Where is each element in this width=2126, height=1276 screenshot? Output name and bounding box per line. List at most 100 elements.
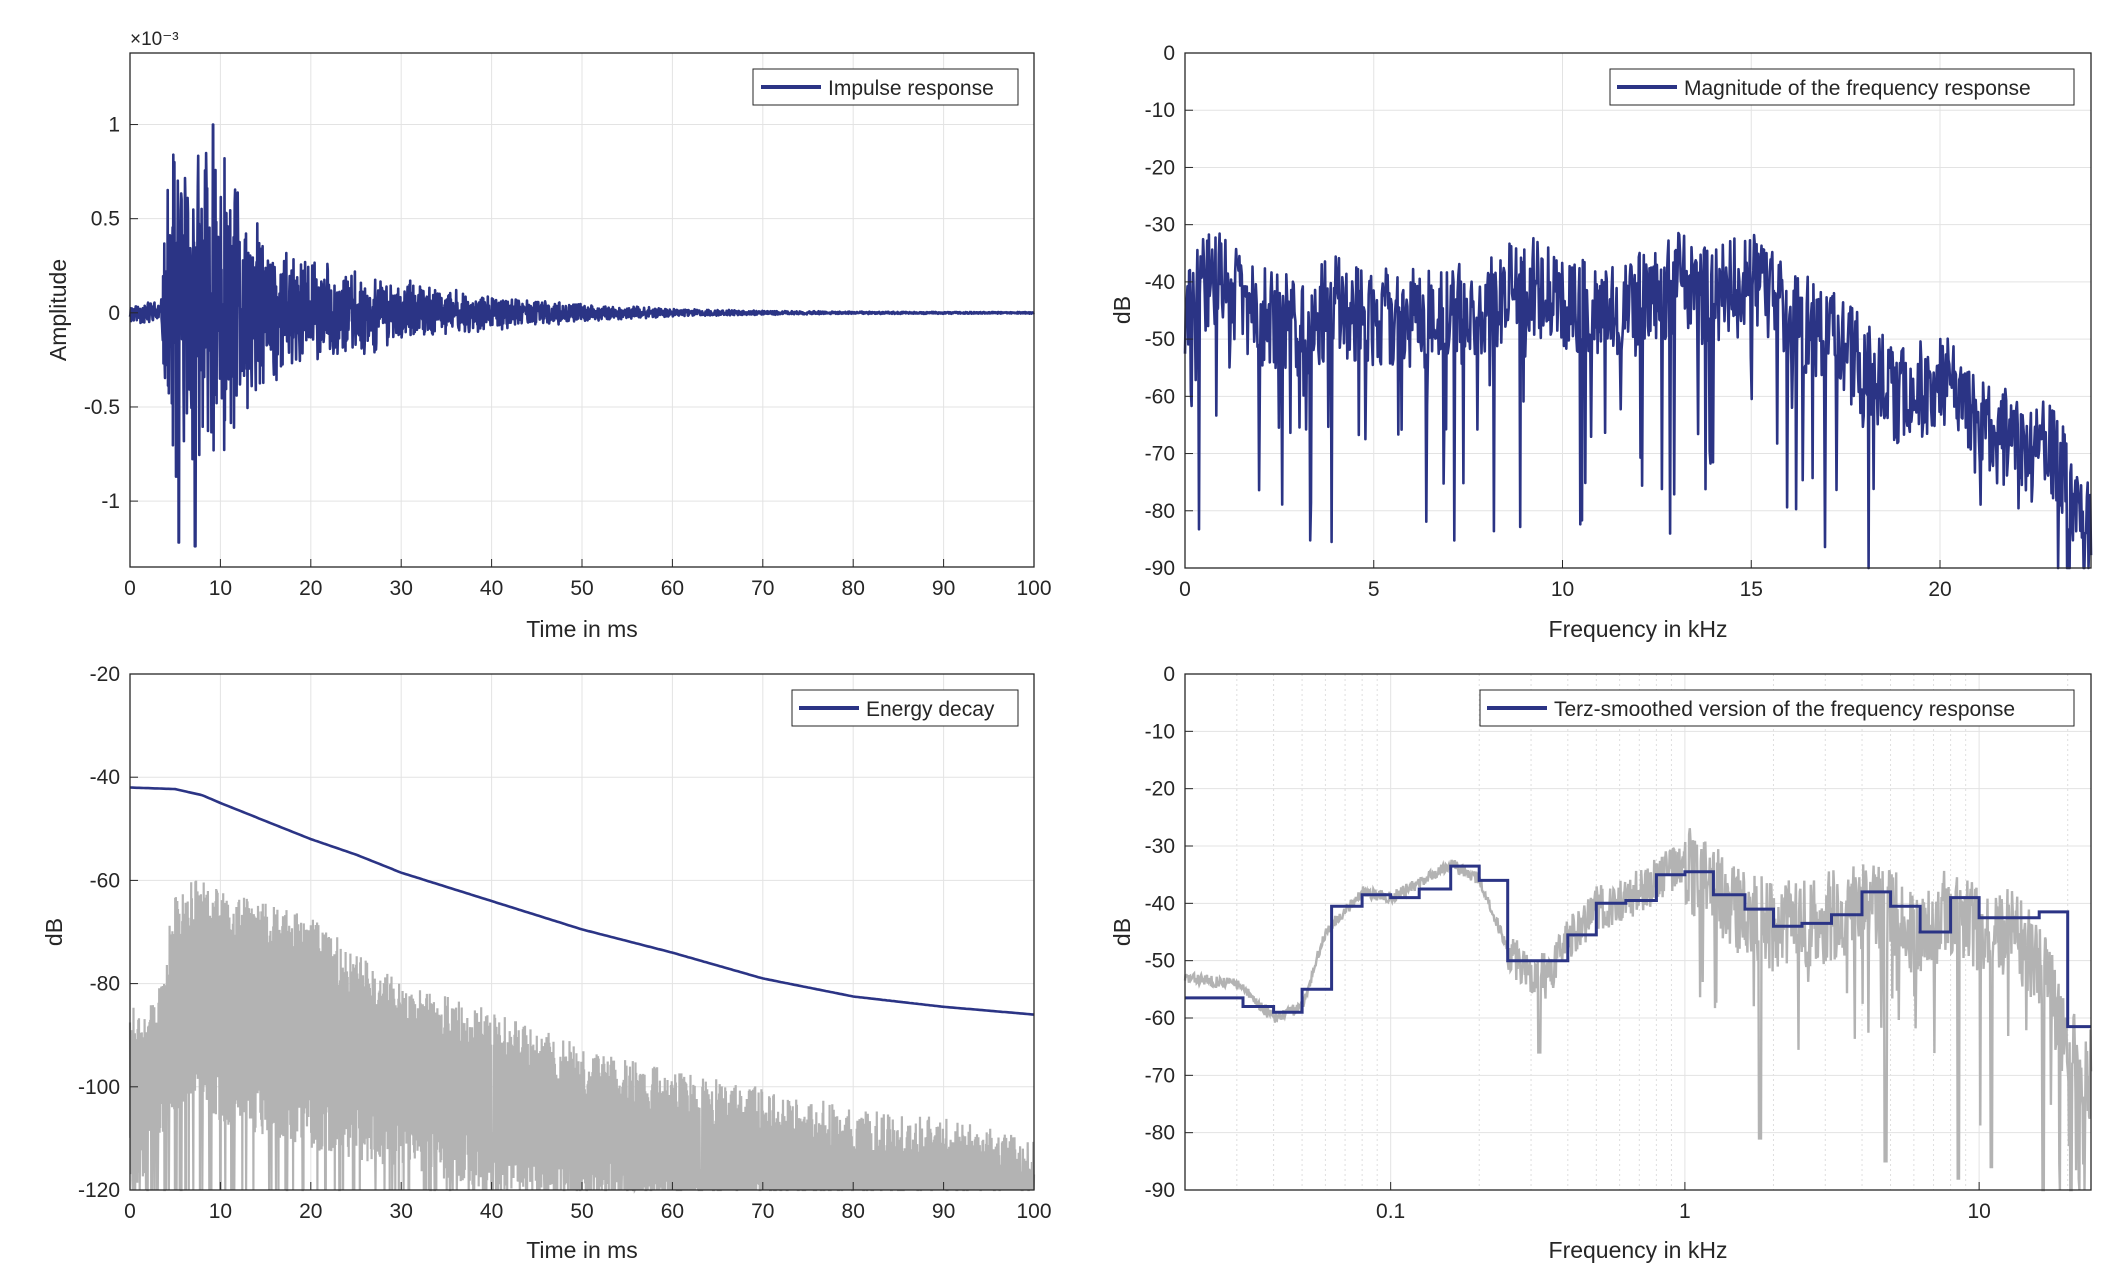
x-tick-label: 10 xyxy=(1551,578,1574,601)
legend-label: Impulse response xyxy=(828,77,994,100)
x-axis-label: Frequency in kHz xyxy=(1549,616,1728,642)
y-tick-label: -80 xyxy=(1145,1122,1175,1145)
x-tick-label: 90 xyxy=(932,577,955,600)
y-tick-label: -10 xyxy=(1145,99,1175,122)
x-axis-label: Time in ms xyxy=(526,616,638,642)
x-axis-label: Time in ms xyxy=(526,1237,638,1263)
series-layer xyxy=(1183,231,2093,570)
y-tick-label: 0 xyxy=(1163,663,1175,686)
y-tick-label: -0.5 xyxy=(84,396,120,419)
legend-label: Energy decay xyxy=(866,698,995,721)
y-tick-label: -40 xyxy=(1145,271,1175,294)
y-tick-label: -80 xyxy=(90,973,120,996)
x-tick-label: 70 xyxy=(751,577,774,600)
y-tick-label: -50 xyxy=(1145,328,1175,351)
x-tick-label: 10 xyxy=(209,1200,232,1223)
x-tick-label: 1 xyxy=(1679,1200,1691,1223)
series-layer xyxy=(128,786,1036,1194)
x-tick-label: 60 xyxy=(661,577,684,600)
x-tick-label: 20 xyxy=(299,577,322,600)
legend-label: Terz-smoothed version of the frequency r… xyxy=(1554,698,2015,721)
tick-labels: 0.1 1 10 0 -10 -20 -30 -40 -50 -60 -70 -80 -90 xyxy=(1145,663,1991,1223)
raw-response-gray-line xyxy=(1183,828,2093,1192)
terz-smoothed-line xyxy=(1185,864,2091,1029)
y-tick-label: -40 xyxy=(90,766,120,789)
x-tick-label: 50 xyxy=(570,577,593,600)
y-tick-label: -30 xyxy=(1145,835,1175,858)
y-axis-label: dB xyxy=(1109,296,1135,324)
x-tick-label: 15 xyxy=(1740,578,1763,601)
axes-frame xyxy=(1184,52,2092,569)
x-tick-label: 5 xyxy=(1368,578,1380,601)
x-tick-label: 30 xyxy=(390,1200,413,1223)
tick-labels: 0 5 10 15 20 0 -10 -20 -30 -40 -50 -60 -70 -80 -90 xyxy=(1145,42,1952,601)
x-tick-label: 100 xyxy=(1016,577,1051,600)
x-tick-label: 60 xyxy=(661,1200,684,1223)
legend-label: Magnitude of the frequency response xyxy=(1684,77,2031,100)
x-tick-label: 80 xyxy=(842,577,865,600)
y-axis-label: dB xyxy=(41,918,67,946)
x-tick-label: 90 xyxy=(932,1200,955,1223)
y-tick-label: -30 xyxy=(1145,214,1175,237)
x-tick-label: 0 xyxy=(124,577,136,600)
y-axis-label: dB xyxy=(1109,918,1135,946)
x-tick-label: 40 xyxy=(480,577,503,600)
impulse-response-line xyxy=(128,123,1035,548)
y-tick-label: -100 xyxy=(78,1076,120,1099)
y-tick-label: -10 xyxy=(1145,720,1175,743)
x-tick-label: 0 xyxy=(124,1200,136,1223)
y-tick-label: -50 xyxy=(1145,950,1175,973)
magnitude-frequency-chart: 0 5 10 15 20 0 -10 -20 -30 -40 -50 -60 -70 -80 -90 Fre… xyxy=(1109,42,2093,642)
x-tick-label: 20 xyxy=(299,1200,322,1223)
x-tick-label: 70 xyxy=(751,1200,774,1223)
tick-labels: 0 10 20 30 40 50 60 70 80 90 100 -1 -0.5 0 0.5 1 xyxy=(84,114,1052,600)
y-tick-label: -90 xyxy=(1145,1179,1175,1202)
y-axis-label: Amplitude xyxy=(45,259,71,361)
axes-frame xyxy=(1184,673,2092,1191)
energy-envelope-gray-line xyxy=(128,880,1036,1194)
legend-box xyxy=(1609,68,2075,106)
x-tick-label: 0 xyxy=(1179,578,1191,601)
energy-decay-chart: 0 10 20 30 40 50 60 70 80 90 100 -20 -40 -60 -80 -100 -1… xyxy=(41,663,1052,1263)
magnitude-line xyxy=(1183,231,2093,570)
x-tick-label: 10 xyxy=(1967,1200,1990,1223)
y-tick-label: 0 xyxy=(108,302,120,325)
legend: Energy decay xyxy=(791,689,1019,727)
x-axis-label: Frequency in kHz xyxy=(1549,1237,1728,1263)
x-tick-label: 30 xyxy=(390,577,413,600)
y-tick-label: -40 xyxy=(1145,892,1175,915)
impulse-response-chart: 0 10 20 30 40 50 60 70 80 90 100 -1 -0.5 0 0.5 1 Time i… xyxy=(45,29,1052,642)
x-tick-label: 50 xyxy=(570,1200,593,1223)
y-tick-label: 1 xyxy=(108,114,120,137)
y-tick-label: -120 xyxy=(78,1179,120,1202)
y-tick-label: -20 xyxy=(1145,778,1175,801)
y-tick-label: -20 xyxy=(1145,156,1175,179)
y-tick-label: -60 xyxy=(1145,1007,1175,1030)
y-tick-label: 0 xyxy=(1163,42,1175,65)
x-tick-label: 80 xyxy=(842,1200,865,1223)
x-tick-label: 10 xyxy=(209,577,232,600)
x-tick-label: 100 xyxy=(1016,1200,1051,1223)
y-tick-label: -60 xyxy=(1145,385,1175,408)
terz-smoothed-chart: 0.1 1 10 0 -10 -20 -30 -40 -50 -60 -70 -80 -90 Frequ… xyxy=(1109,663,2093,1263)
legend: Impulse response xyxy=(752,68,1019,106)
y-exponent-label: ×10⁻³ xyxy=(130,29,179,50)
series-layer xyxy=(128,123,1035,548)
y-tick-label: -70 xyxy=(1145,443,1175,466)
x-tick-label: 0.1 xyxy=(1376,1200,1405,1223)
tick-labels: 0 10 20 30 40 50 60 70 80 90 100 -20 -40 -60 -80 -100 -1… xyxy=(78,663,1052,1223)
legend: Terz-smoothed version of the frequency r… xyxy=(1479,689,2075,727)
y-tick-label: -90 xyxy=(1145,557,1175,580)
energy-decay-line xyxy=(129,786,1035,1016)
series-layer xyxy=(1183,828,2093,1192)
y-tick-label: -80 xyxy=(1145,500,1175,523)
y-tick-label: -70 xyxy=(1145,1064,1175,1087)
y-tick-label: -1 xyxy=(101,490,120,513)
x-tick-label: 20 xyxy=(1928,578,1951,601)
legend: Magnitude of the frequency response xyxy=(1609,68,2075,106)
y-tick-label: -60 xyxy=(90,869,120,892)
y-tick-label: -20 xyxy=(90,663,120,686)
x-tick-label: 40 xyxy=(480,1200,503,1223)
legend-box xyxy=(1479,689,2075,727)
